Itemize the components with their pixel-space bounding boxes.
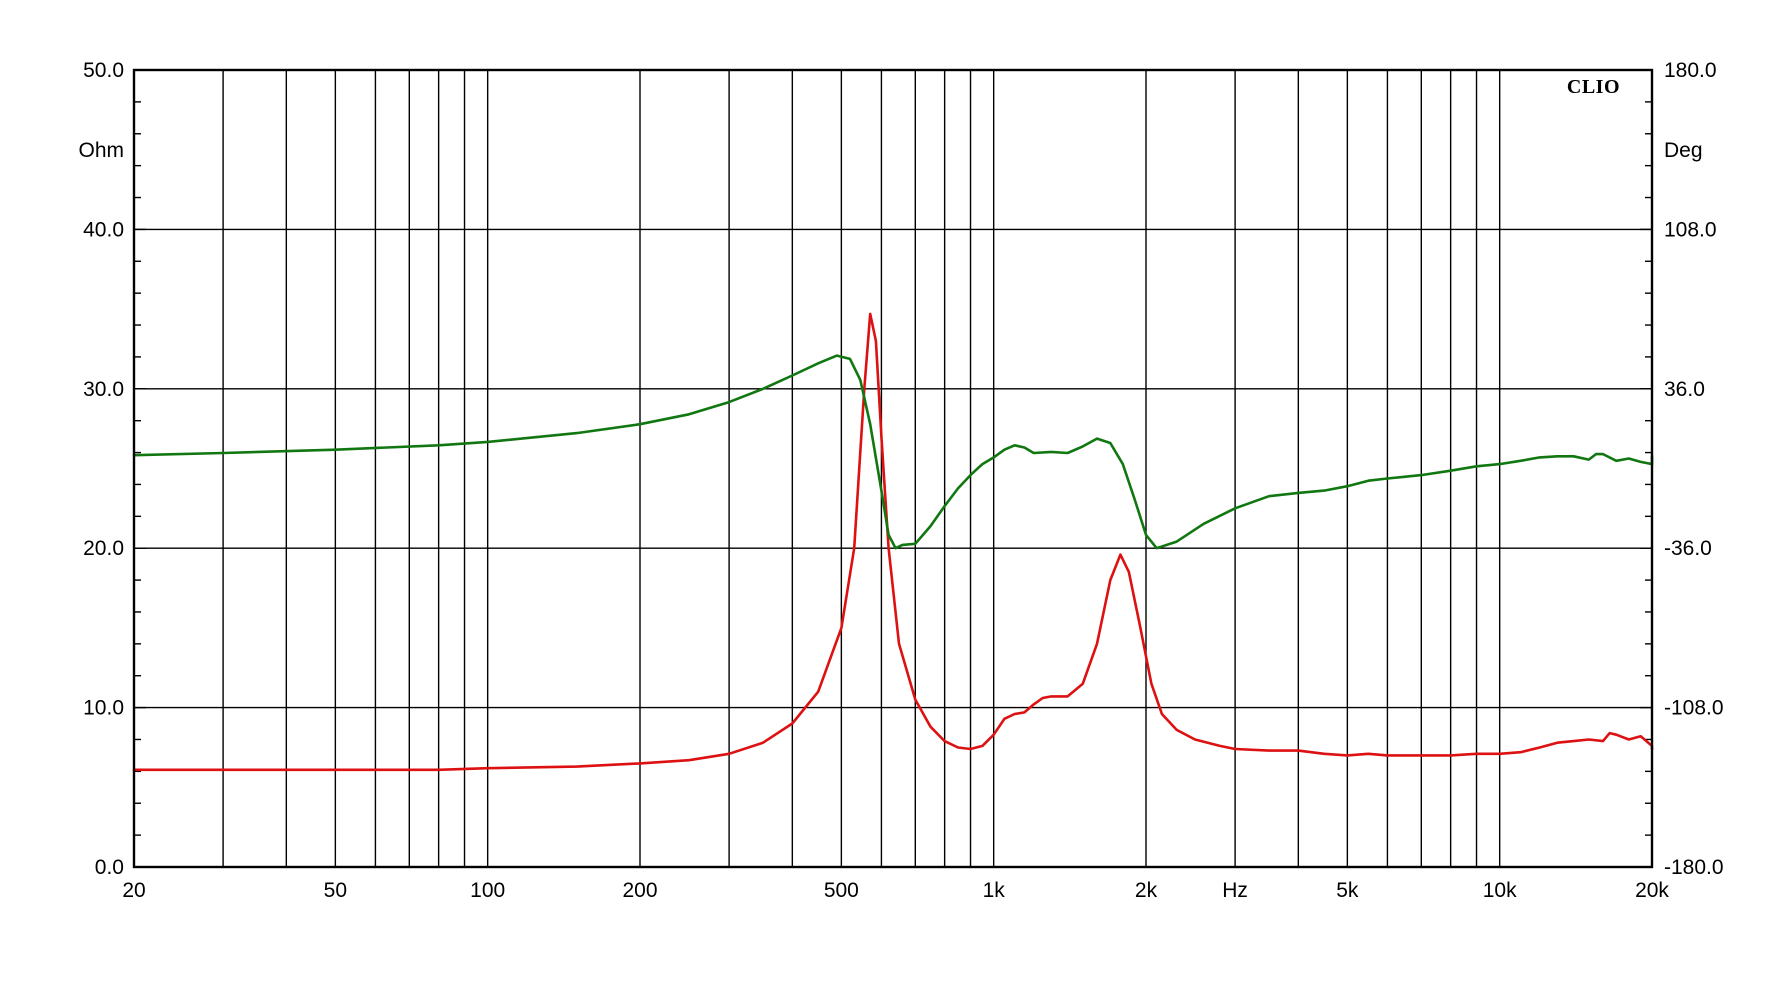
y-right-tick-label: 36.0 bbox=[1664, 378, 1705, 401]
y-left-tick-label: 40.0 bbox=[83, 218, 124, 241]
x-tick-label: 50 bbox=[324, 879, 347, 902]
y-left-tick-label: 20.0 bbox=[83, 537, 124, 560]
x-tick-label: 20k bbox=[1635, 879, 1669, 902]
phase-curve bbox=[132, 354, 1654, 550]
y-right-tick-label: -180.0 bbox=[1664, 856, 1724, 879]
y-right-tick-label: 108.0 bbox=[1664, 218, 1717, 241]
x-tick-label: 10k bbox=[1483, 879, 1517, 902]
clio-logo: CLIO bbox=[1567, 76, 1620, 98]
y-right-tick-label: -108.0 bbox=[1664, 697, 1724, 720]
y-right-unit-label: Deg bbox=[1664, 139, 1703, 162]
grid bbox=[134, 70, 1652, 867]
y-left-unit-label: Ohm bbox=[78, 139, 124, 162]
x-tick-label: Hz bbox=[1222, 879, 1248, 902]
axis-labels: 20 50 100 200 500 1k 2k Hz 5k 10k 20k 0.0 10.0 20.0 30… bbox=[78, 59, 1723, 902]
x-tick-label: 2k bbox=[1135, 879, 1158, 902]
y-right-tick-label: -36.0 bbox=[1664, 537, 1712, 560]
x-tick-label: 500 bbox=[824, 879, 859, 902]
x-tick-label: 20 bbox=[122, 879, 145, 902]
impedance-curve bbox=[132, 312, 1654, 772]
y-left-tick-label: 10.0 bbox=[83, 697, 124, 720]
x-tick-label: 100 bbox=[470, 879, 505, 902]
y-right-tick-label: 180.0 bbox=[1664, 59, 1717, 82]
x-tick-label: 200 bbox=[622, 879, 657, 902]
x-tick-label: 1k bbox=[983, 879, 1006, 902]
y-left-tick-label: 50.0 bbox=[83, 59, 124, 82]
plot-area bbox=[134, 70, 1652, 867]
plot-frame bbox=[132, 68, 1654, 869]
x-tick-label: 5k bbox=[1336, 879, 1359, 902]
y-left-tick-label: 0.0 bbox=[95, 856, 124, 879]
y-left-tick-label: 30.0 bbox=[83, 378, 124, 401]
curves bbox=[132, 312, 1654, 772]
